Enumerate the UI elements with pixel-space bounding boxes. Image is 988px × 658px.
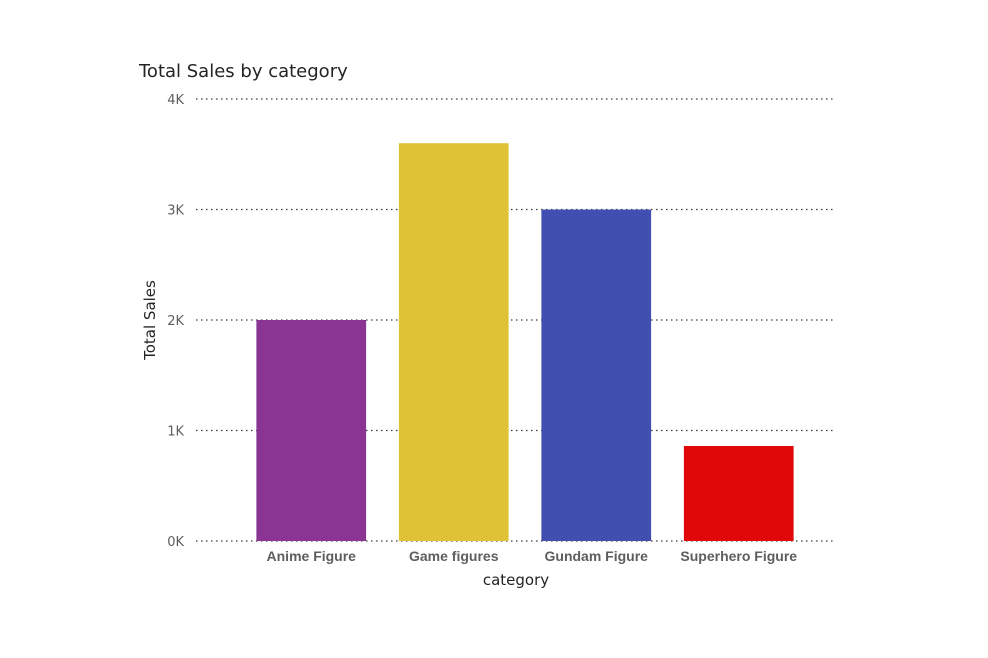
y-tick-label: 3K — [167, 204, 184, 219]
y-tick-label: 0K — [167, 535, 184, 550]
x-tick-label: Game figures — [409, 548, 499, 564]
bar-gundam-figure[interactable] — [541, 209, 652, 542]
y-tick-label: 4K — [167, 93, 184, 108]
x-tick-label: Anime Figure — [267, 548, 357, 564]
gridlines — [196, 98, 836, 542]
y-tick-label: 2K — [167, 314, 184, 329]
x-tick-label: Gundam Figure — [545, 548, 649, 564]
x-axis-title: category — [483, 571, 549, 589]
bar-superhero-figure[interactable] — [683, 445, 794, 541]
x-tick-label: Superhero Figure — [680, 548, 797, 564]
bar-game-figures[interactable] — [398, 143, 509, 541]
y-tick-label: 1K — [167, 425, 184, 440]
x-axis-ticks: Anime Figure Game figures Gundam Figure Sup… — [267, 548, 798, 564]
bar-anime-figure[interactable] — [256, 320, 367, 541]
y-axis-ticks: 0K 1K 2K 3K 4K — [167, 93, 184, 550]
y-axis-title: Total Sales — [141, 280, 159, 361]
bars — [256, 143, 794, 542]
chart-title: Total Sales by category — [138, 61, 348, 82]
